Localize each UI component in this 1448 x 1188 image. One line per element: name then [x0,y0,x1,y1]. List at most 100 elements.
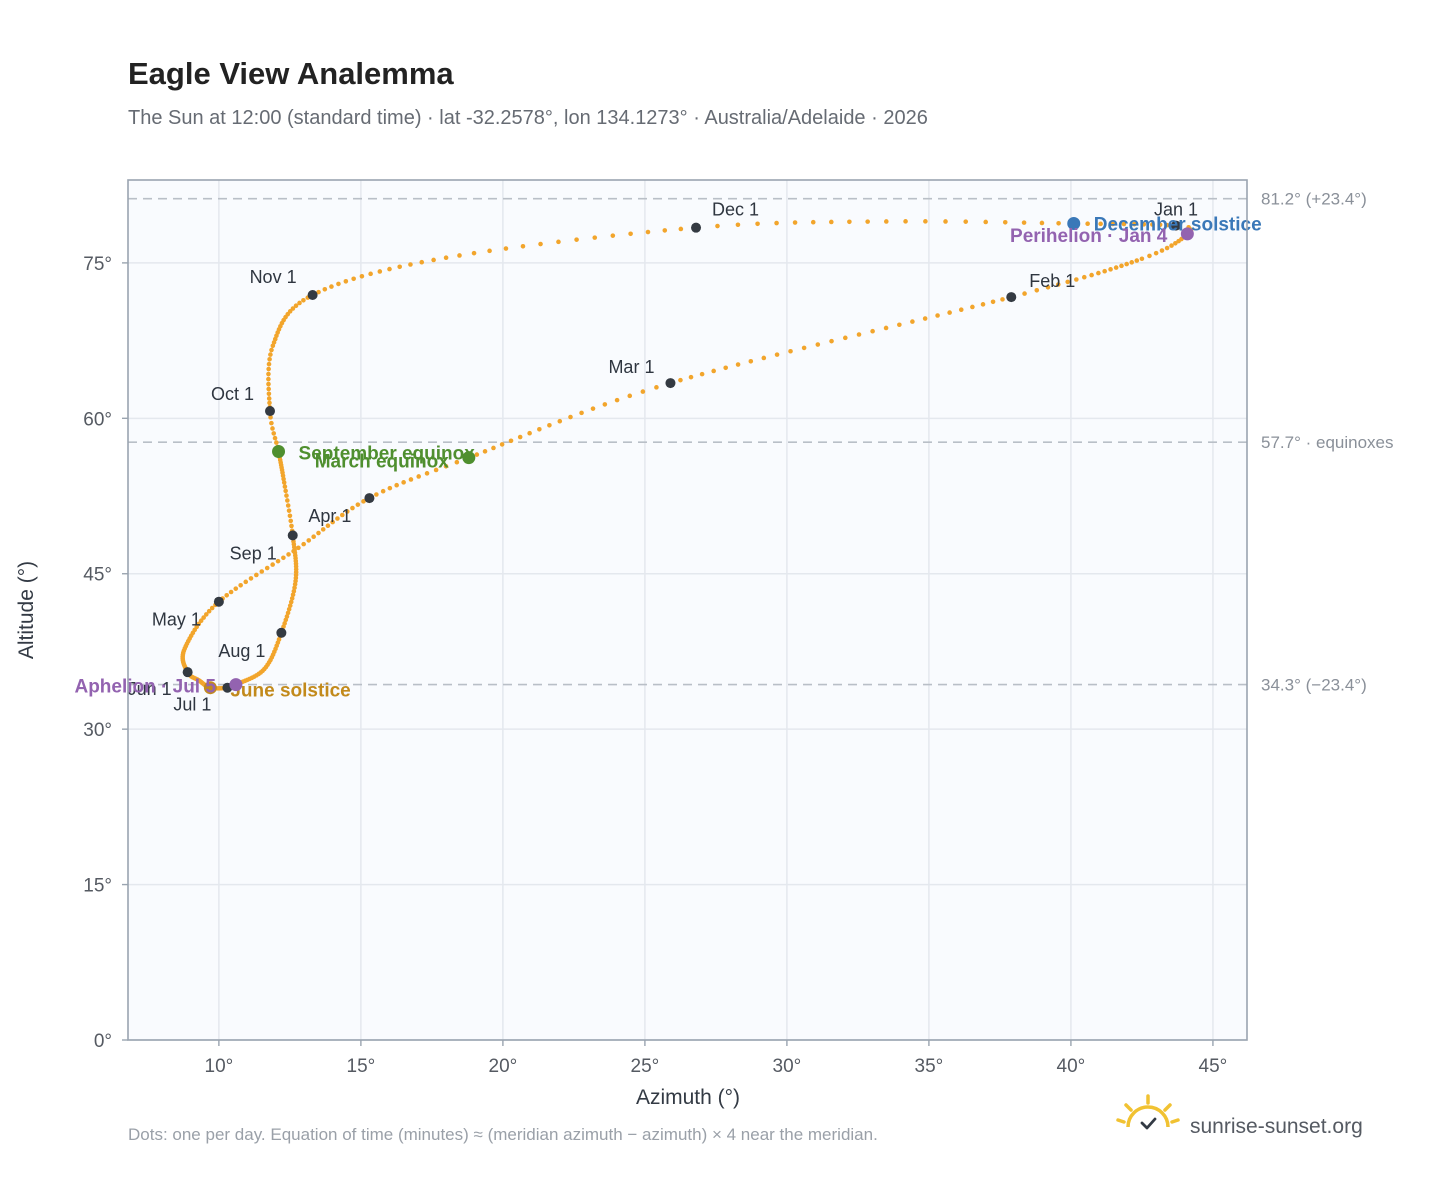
daily-dot [810,219,816,225]
daily-dot [678,377,683,383]
daily-dot [238,582,243,588]
daily-dot [431,257,436,263]
x-tick-label: 20° [489,1056,518,1077]
x-tick-label: 25° [631,1056,660,1077]
daily-dot [1074,277,1079,282]
daily-dot [590,406,596,411]
sun-check-logo-icon [1116,1094,1180,1130]
event-label: Perihelion · Jan 4 [1010,226,1168,247]
daily-dot [557,418,563,424]
x-tick-label: 15° [347,1056,376,1077]
plot-frame [127,179,1248,1041]
daily-dot [285,503,291,508]
daily-dot [1065,279,1070,285]
daily-dot [883,325,889,331]
daily-dot [266,361,272,367]
x-axis-ticks: 10° 15° 20° 25° 30° 35° 40° 45° [205,1040,1227,1077]
daily-dot [774,352,780,357]
daily-dot [755,221,760,227]
reference-lines: 81.2° (+23.4°) 57.7° · equinoxes 34.3° (−2… [128,190,1394,695]
daily-dot [829,338,834,344]
daily-dot [285,498,290,503]
daily-dot [345,509,350,514]
month-marker [665,378,676,389]
daily-dot [311,534,316,540]
daily-dot [228,589,234,595]
daily-dot [958,307,964,313]
month-label: Aug 1 [218,641,265,661]
daily-dot [980,302,986,307]
daily-dot [723,365,728,371]
daily-dot [1000,297,1005,302]
daily-dot [288,599,294,605]
daily-dot [290,592,296,598]
daily-dot [829,219,834,225]
month-label: May 1 [152,610,201,630]
daily-dot [963,219,969,224]
event-marker [272,444,286,458]
daily-dot [1124,261,1129,267]
daily-dot [270,562,275,567]
daily-dot [290,306,296,311]
daily-dot [579,410,584,416]
daily-dot [281,480,287,485]
daily-dot [499,442,505,447]
daily-dot [292,585,297,591]
daily-dot [268,415,273,420]
daily-dot [387,485,393,491]
daily-dot [248,576,254,581]
daily-dot [289,596,295,601]
daily-dot [592,235,598,240]
x-tick-label: 40° [1057,1056,1086,1077]
month-marker [182,667,193,678]
daily-dot [282,484,288,489]
daily-dot [1147,253,1152,259]
month-marker [307,290,318,301]
daily-dot [627,393,633,399]
daily-dot [269,420,274,426]
daily-dot [267,400,272,406]
daily-dot [254,572,259,578]
daily-dot [527,430,532,436]
daily-dot [1098,221,1103,227]
daily-dot [815,342,821,347]
daily-dot [870,328,875,334]
daily-dot [983,219,989,225]
daily-dot [1022,291,1027,296]
grid-lines [128,180,1247,1041]
daily-dot [556,239,561,245]
daily-dot [233,586,239,591]
event-label: September equinox [299,443,476,464]
daily-dot [243,579,249,585]
daily-dot [1176,238,1181,244]
daily-dot [1157,222,1163,228]
daily-dot [568,414,573,420]
daily-dot [1134,258,1140,263]
month-marker [213,596,224,607]
daily-dot [301,297,306,303]
x-tick-label: 10° [205,1056,234,1077]
daily-dot [377,269,383,274]
month-label: Feb 1 [1029,271,1075,291]
daily-dot [457,253,462,258]
daily-dot [792,220,798,225]
daily-dot [293,303,299,309]
daily-dot [735,222,741,228]
daily-dot [287,513,293,519]
daily-dot [903,219,908,224]
daily-dot [283,617,289,623]
daily-dot [517,434,523,440]
daily-dot [1131,221,1137,227]
daily-dot [209,605,215,611]
daily-dot [355,502,361,507]
daily-dot [286,508,292,513]
daily-dot [397,264,403,270]
daily-dot [274,440,279,445]
plot-area [128,180,1247,1040]
brand-name: sunrise-sunset.org [1190,1115,1363,1138]
daily-dot [602,402,608,407]
daily-dot [288,518,294,524]
event-marker [229,678,243,692]
daily-dot [1119,263,1124,269]
